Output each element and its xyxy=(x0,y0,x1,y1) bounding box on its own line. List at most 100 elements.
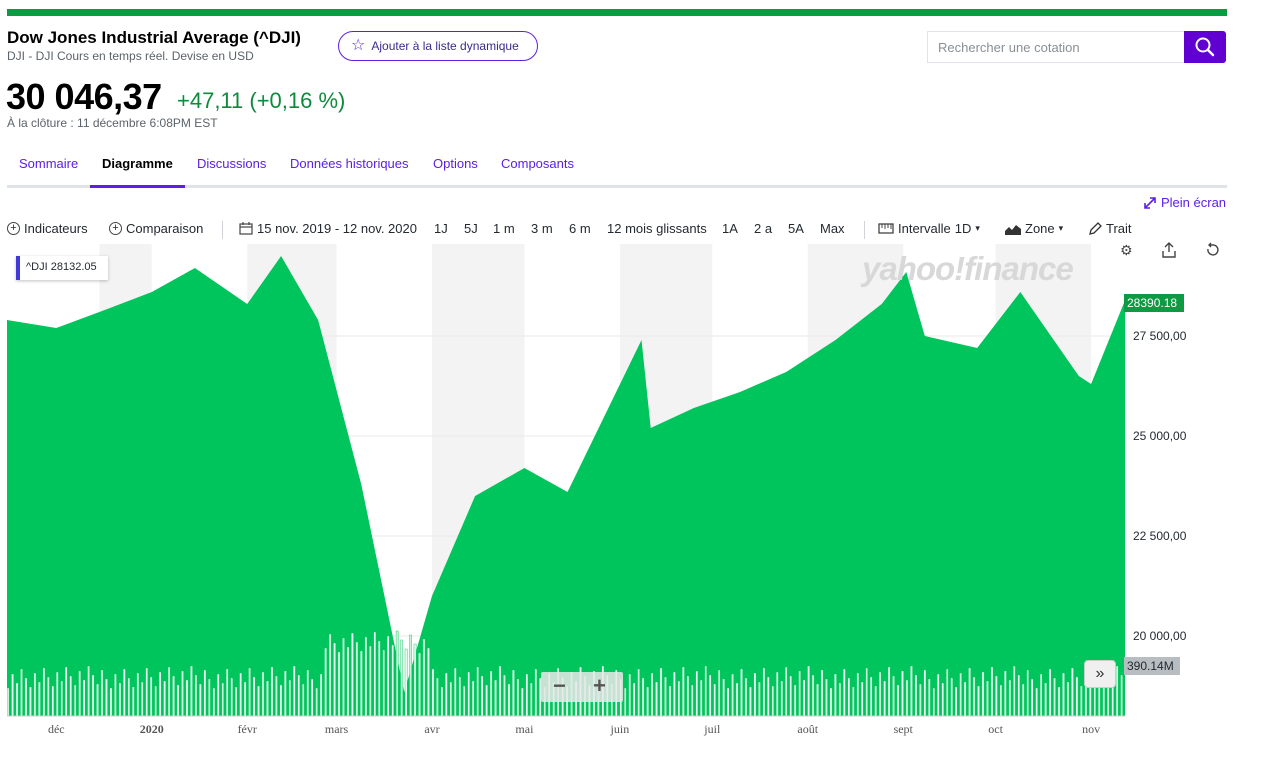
volume-bar xyxy=(901,670,904,717)
volume-bar xyxy=(534,668,538,717)
quote-price: 30 046,37 xyxy=(6,76,162,117)
volume-bar xyxy=(655,681,658,717)
interval-label: Intervalle xyxy=(898,221,951,236)
interval-dropdown[interactable]: Intervalle 1D ▾ xyxy=(878,221,980,236)
scroll-forward-button[interactable]: » xyxy=(1084,660,1116,688)
volume-bar xyxy=(270,666,274,717)
range-12m-rolling[interactable]: 12 mois glissants xyxy=(607,221,707,236)
price-chart[interactable]: 27 500,00 25 000,00 22 500,00 20 000,00 déc 2… xyxy=(7,244,1227,744)
volume-bar xyxy=(1021,683,1025,717)
draw-button[interactable]: Trait xyxy=(1088,221,1132,236)
range-3m[interactable]: 3 m xyxy=(531,221,553,236)
range-max[interactable]: Max xyxy=(820,221,845,236)
volume-bar xyxy=(892,675,895,717)
settings-icon[interactable]: ⚙ xyxy=(1120,242,1133,258)
volume-bar xyxy=(628,673,632,717)
volume-bar xyxy=(100,669,104,717)
volume-bar xyxy=(740,668,743,717)
volume-bar xyxy=(941,682,945,717)
chevron-down-icon: ▾ xyxy=(975,223,980,233)
legend-value: 28132.05 xyxy=(50,261,97,273)
indicators-button[interactable]: + Indicateurs xyxy=(7,221,88,236)
tab-chart[interactable]: Diagramme xyxy=(90,156,185,188)
tab-options[interactable]: Options xyxy=(433,156,478,171)
chart-type-dropdown[interactable]: Zone ▾ xyxy=(1005,221,1063,236)
calendar-icon xyxy=(239,222,253,235)
page-title: Dow Jones Industrial Average (^DJI) xyxy=(7,28,301,47)
volume-bar xyxy=(395,630,399,717)
volume-bar xyxy=(123,668,126,717)
volume-bar xyxy=(1048,668,1052,717)
volume-bar xyxy=(78,670,81,717)
volume-bar xyxy=(507,683,511,717)
volume-bar xyxy=(1115,665,1119,717)
toolbar-divider xyxy=(864,221,865,239)
volume-bar xyxy=(212,687,216,717)
volume-bar xyxy=(64,666,68,717)
volume-bar xyxy=(91,674,95,717)
volume-bar xyxy=(306,669,310,717)
x-tick-label: mai xyxy=(515,722,534,736)
volume-bar xyxy=(109,687,113,717)
x-tick-label: août xyxy=(797,722,818,736)
date-range-button[interactable]: 15 nov. 2019 - 12 nov. 2020 xyxy=(239,221,417,236)
chevron-down-icon: ▾ xyxy=(1058,223,1064,233)
tab-components[interactable]: Composants xyxy=(501,156,574,171)
range-5y[interactable]: 5A xyxy=(788,221,804,236)
tab-discussions[interactable]: Discussions xyxy=(197,156,267,171)
tab-historical-data[interactable]: Données historiques xyxy=(290,156,409,171)
range-6m[interactable]: 6 m xyxy=(569,221,591,236)
volume-bar xyxy=(1039,673,1043,717)
zoom-in-button[interactable]: + xyxy=(593,673,606,698)
share-icon[interactable] xyxy=(1162,242,1176,261)
range-2y[interactable]: 2 a xyxy=(754,221,773,236)
date-range-label: 15 nov. 2019 - 12 nov. 2020 xyxy=(257,221,417,236)
volume-bar xyxy=(923,669,927,717)
reset-icon[interactable] xyxy=(1205,242,1219,261)
volume-bar xyxy=(216,673,220,717)
volume-bar xyxy=(243,681,247,717)
y-tick-label: 20 000,00 xyxy=(1133,629,1187,643)
range-1m[interactable]: 1 m xyxy=(493,221,515,236)
volume-bar xyxy=(758,681,761,717)
range-5d[interactable]: 5J xyxy=(464,221,478,236)
x-tick-label: nov xyxy=(1082,722,1100,736)
comparison-button[interactable]: + Comparaison xyxy=(109,221,203,236)
pencil-icon xyxy=(1089,221,1102,235)
volume-bar xyxy=(999,684,1003,717)
volume-bar xyxy=(440,686,444,717)
volume-bar xyxy=(530,682,533,717)
quote-subtitle: DJI - DJI Cours en temps réel. Devise en… xyxy=(7,49,254,63)
volume-bar xyxy=(677,680,681,717)
volume-bar xyxy=(51,685,55,717)
volume-bar xyxy=(525,673,529,717)
volume-bar xyxy=(225,668,229,717)
x-tick-label: juin xyxy=(610,722,630,736)
tab-summary[interactable]: Sommaire xyxy=(19,156,79,171)
volume-bar xyxy=(377,640,381,717)
volume-bar xyxy=(744,677,748,717)
x-tick-label: oct xyxy=(988,722,1003,736)
zoom-out-button[interactable]: − xyxy=(553,673,566,698)
volume-bar xyxy=(467,671,471,717)
search-input[interactable]: Rechercher une cotation xyxy=(927,31,1185,63)
search-button[interactable] xyxy=(1184,31,1226,63)
range-1y[interactable]: 1A xyxy=(722,221,738,236)
volume-bar xyxy=(1062,672,1065,717)
volume-bar xyxy=(404,648,408,717)
indicators-label: Indicateurs xyxy=(24,221,88,236)
volume-bar xyxy=(55,671,59,717)
range-1d[interactable]: 1J xyxy=(434,221,448,236)
volume-bar xyxy=(431,668,435,717)
volume-tag: 390.14M xyxy=(1124,657,1180,675)
add-to-watchlist-button[interactable]: ☆ Ajouter à la liste dynamique xyxy=(338,31,538,61)
fullscreen-button[interactable]: Plein écran xyxy=(1144,195,1226,210)
x-tick-label: 2020 xyxy=(140,722,164,736)
volume-bar xyxy=(24,677,28,717)
volume-bar xyxy=(802,679,806,717)
volume-bar xyxy=(682,666,685,717)
y-tick-label: 27 500,00 xyxy=(1133,329,1187,343)
volume-bar xyxy=(793,684,797,717)
interval-value: 1D xyxy=(954,221,972,236)
volume-bar xyxy=(753,672,757,717)
